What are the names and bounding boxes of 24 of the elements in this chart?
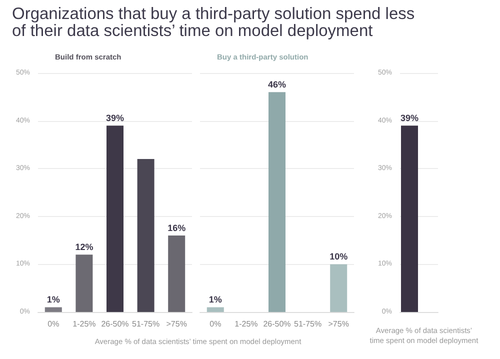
x-tick-label: 26-50% xyxy=(101,320,129,328)
bar xyxy=(106,126,124,312)
x-tick-label: 51-75% xyxy=(132,320,160,328)
data-label: 1% xyxy=(46,294,60,305)
data-label: 12% xyxy=(75,242,94,252)
data-label: 39% xyxy=(106,113,124,124)
x-tick-label: 1-25% xyxy=(234,320,258,328)
x-tick-label: 0% xyxy=(210,320,222,328)
x-tick-label: >75% xyxy=(166,320,187,328)
data-label: 1% xyxy=(208,294,222,305)
x-tick-label: >75% xyxy=(328,320,349,328)
bar xyxy=(44,307,62,312)
x-tick-label: 51-75% xyxy=(294,320,322,328)
x-tick-label: 26-50% xyxy=(263,320,291,328)
data-label: 39% xyxy=(400,113,419,124)
x-tick-label: 0% xyxy=(48,320,60,328)
bar xyxy=(76,254,93,312)
x-tick-label: 1-25% xyxy=(72,320,96,328)
bar xyxy=(168,236,186,312)
chart-title: Organizations that buy a third-party solution spend less of their data scientists’ time on model deployment xyxy=(12,5,416,40)
data-label: 46% xyxy=(268,80,286,90)
bar xyxy=(137,159,154,312)
data-label: 10% xyxy=(330,252,348,262)
data-label: 16% xyxy=(168,223,186,234)
